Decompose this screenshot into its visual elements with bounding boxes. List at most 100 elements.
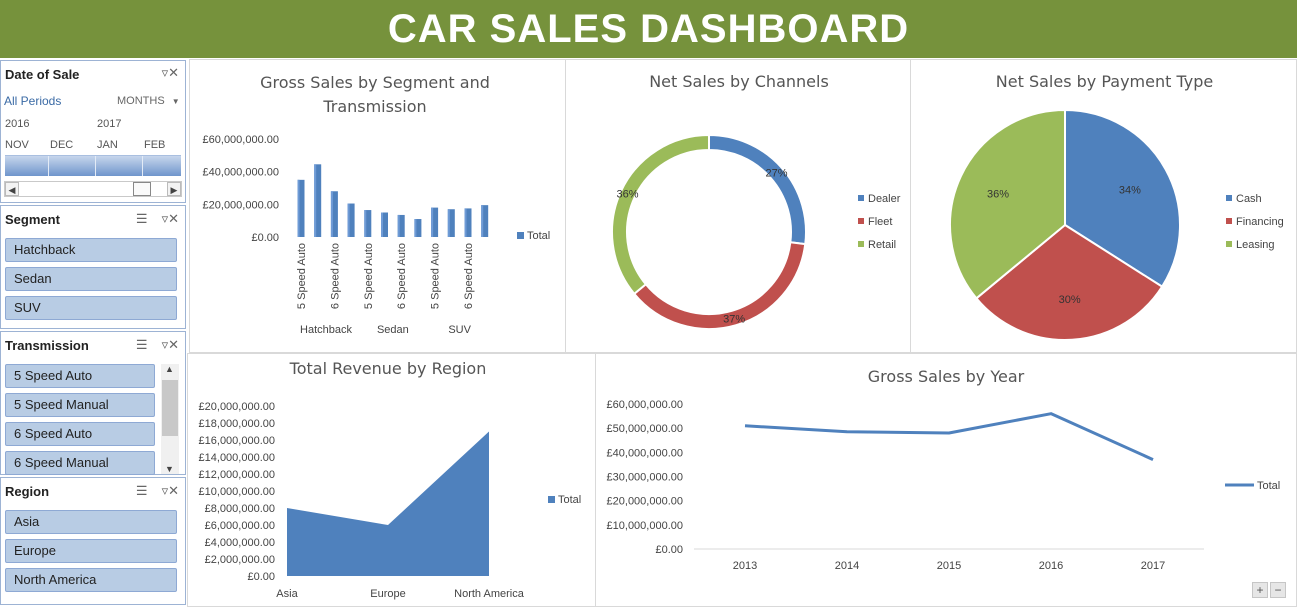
slicer-item-6-speed-auto[interactable]: 6 Speed Auto [5, 422, 155, 446]
zoom-in-button[interactable]: + [1252, 582, 1268, 598]
slicer-item-north-america[interactable]: North America [5, 568, 177, 592]
x-tick-label: 2014 [835, 560, 859, 572]
date-slicer-title: Date of Sale [5, 67, 80, 82]
net-sales-channels-chart: 27% 37% 36% Dealer Fleet Retail [611, 133, 901, 330]
x-tick-label: 5 Speed Auto [430, 243, 442, 309]
y-tick-label: £20,000,000.00 [607, 496, 683, 508]
slice-label: 34% [1119, 184, 1141, 196]
legend-marker [1226, 241, 1232, 247]
clear-filter-icon[interactable]: ▿✕ [161, 65, 179, 80]
slicer-vertical-scrollbar[interactable]: ▲ ▼ [161, 364, 179, 474]
bar-highlight [464, 208, 467, 237]
net-sales-channels-title: Net Sales by Channels [649, 72, 829, 91]
multi-select-icon[interactable]: ☰ [135, 337, 148, 352]
legend-label: Dealer [868, 193, 901, 205]
revenue-region-chart: £0.00 £2,000,000.00 £4,000,000.00 £6,000,00… [199, 401, 582, 600]
bar-highlight [431, 207, 434, 237]
y-tick-label: £4,000,000.00 [205, 537, 275, 549]
y-tick-label: £18,000,000.00 [199, 418, 275, 430]
chevron-up-icon[interactable]: ▲ [165, 364, 174, 374]
group-label: Sedan [377, 324, 409, 336]
slicer-item-europe[interactable]: Europe [5, 539, 177, 563]
slicer-item-6-speed-manual[interactable]: 6 Speed Manual [5, 451, 155, 475]
bar-highlight [347, 203, 350, 237]
bar [431, 207, 439, 237]
bar [481, 205, 489, 237]
legend-label: Total [527, 230, 550, 242]
transmission-slicer-title: Transmission [5, 338, 89, 353]
y-tick-label: £14,000,000.00 [199, 452, 275, 464]
bar-highlight [481, 205, 484, 237]
time-level-dropdown[interactable]: MONTHS ▼ [117, 95, 180, 107]
month-label-dec[interactable]: DEC [50, 139, 74, 151]
legend-marker [858, 241, 864, 247]
slice [974, 223, 1164, 341]
x-tick-label: 2015 [937, 560, 961, 572]
y-tick-label: £20,000,000.00 [203, 199, 279, 211]
revenue-region-title: Total Revenue by Region [289, 359, 487, 378]
bar-highlight [414, 219, 417, 237]
timeline-scrollbar[interactable]: ◀ ▶ [4, 181, 182, 197]
legend-label: Fleet [868, 216, 892, 228]
scroll-right-icon[interactable]: ▶ [167, 182, 181, 196]
y-tick-label: £0.00 [655, 544, 683, 556]
x-tick-label: 2013 [733, 560, 757, 572]
chevron-down-icon[interactable]: ▼ [165, 464, 174, 474]
gross-sales-segment-panel[interactable]: Gross Sales by Segment and Transmission … [189, 59, 566, 353]
x-tick-label: 6 Speed Auto [396, 243, 408, 309]
segment-slicer-title: Segment [5, 212, 60, 227]
slicer-item-hatchback[interactable]: Hatchback [5, 238, 177, 262]
y-tick-label: £12,000,000.00 [199, 469, 275, 481]
gross-sales-year-panel[interactable]: Gross Sales by Year £0.00 £10,000,000.00 £… [595, 353, 1297, 607]
bar [347, 203, 355, 237]
slicer-item-5-speed-manual[interactable]: 5 Speed Manual [5, 393, 155, 417]
scroll-thumb[interactable] [162, 380, 178, 436]
line-series [744, 412, 1154, 461]
legend-label: Cash [1236, 193, 1262, 205]
gross-sales-year-chart: £0.00 £10,000,000.00 £20,000,000.00 £30,000… [607, 399, 1281, 572]
bar [414, 219, 422, 237]
legend-label: Financing [1236, 216, 1284, 228]
timeline-bar[interactable] [5, 155, 181, 176]
month-label-feb[interactable]: FEB [144, 139, 166, 151]
bar [364, 210, 372, 237]
month-label-jan[interactable]: JAN [97, 139, 118, 151]
y-tick-label: £6,000,000.00 [205, 520, 275, 532]
multi-select-icon[interactable]: ☰ [135, 483, 148, 498]
year-label-2016: 2016 [5, 118, 30, 130]
slice-label: 27% [765, 167, 787, 179]
y-tick-label: £10,000,000.00 [199, 486, 275, 498]
revenue-region-panel[interactable]: Total Revenue by Region £0.00 £2,000,000.… [187, 353, 596, 607]
slicer-item-asia[interactable]: Asia [5, 510, 177, 534]
group-label: SUV [448, 324, 471, 336]
legend-marker [858, 195, 864, 201]
scroll-thumb[interactable] [133, 182, 151, 196]
slicer-item-5-speed-auto[interactable]: 5 Speed Auto [5, 364, 155, 388]
clear-filter-icon[interactable]: ▿✕ [161, 337, 179, 352]
y-tick-label: £16,000,000.00 [199, 435, 275, 447]
year-label-2017: 2017 [97, 118, 122, 130]
month-label-nov[interactable]: NOV [5, 139, 29, 151]
net-sales-payment-panel[interactable]: Net Sales by Payment Type 34% 30% 36% Cash F… [910, 59, 1297, 353]
y-tick-label: £0.00 [247, 571, 275, 583]
net-sales-channels-panel[interactable]: Net Sales by Channels 27% 37% 36% Dealer Fle… [565, 59, 911, 353]
bar-highlight [397, 214, 400, 237]
y-tick-label: £20,000,000.00 [199, 401, 275, 413]
legend-marker [548, 496, 555, 503]
slicer-item-suv[interactable]: SUV [5, 296, 177, 320]
y-tick-label: £50,000,000.00 [607, 423, 683, 435]
legend-marker [858, 218, 864, 224]
zoom-out-button[interactable]: − [1270, 582, 1286, 598]
scroll-left-icon[interactable]: ◀ [5, 182, 19, 196]
legend-label: Total [558, 494, 581, 506]
region-slicer: Region ☰ ▿✕ Asia Europe North America [0, 477, 186, 605]
bar [447, 209, 455, 237]
clear-filter-icon[interactable]: ▿✕ [161, 211, 179, 226]
multi-select-icon[interactable]: ☰ [135, 211, 148, 226]
gross-sales-segment-chart: £0.00 £20,000,000.00 £40,000,000.00 £60,000… [203, 134, 551, 336]
x-tick-label: 2016 [1039, 560, 1063, 572]
x-tick-label: Europe [370, 588, 405, 600]
slicer-item-sedan[interactable]: Sedan [5, 267, 177, 291]
clear-filter-icon[interactable]: ▿✕ [161, 483, 179, 498]
dashboard-title: CAR SALES DASHBOARD [0, 0, 1297, 58]
